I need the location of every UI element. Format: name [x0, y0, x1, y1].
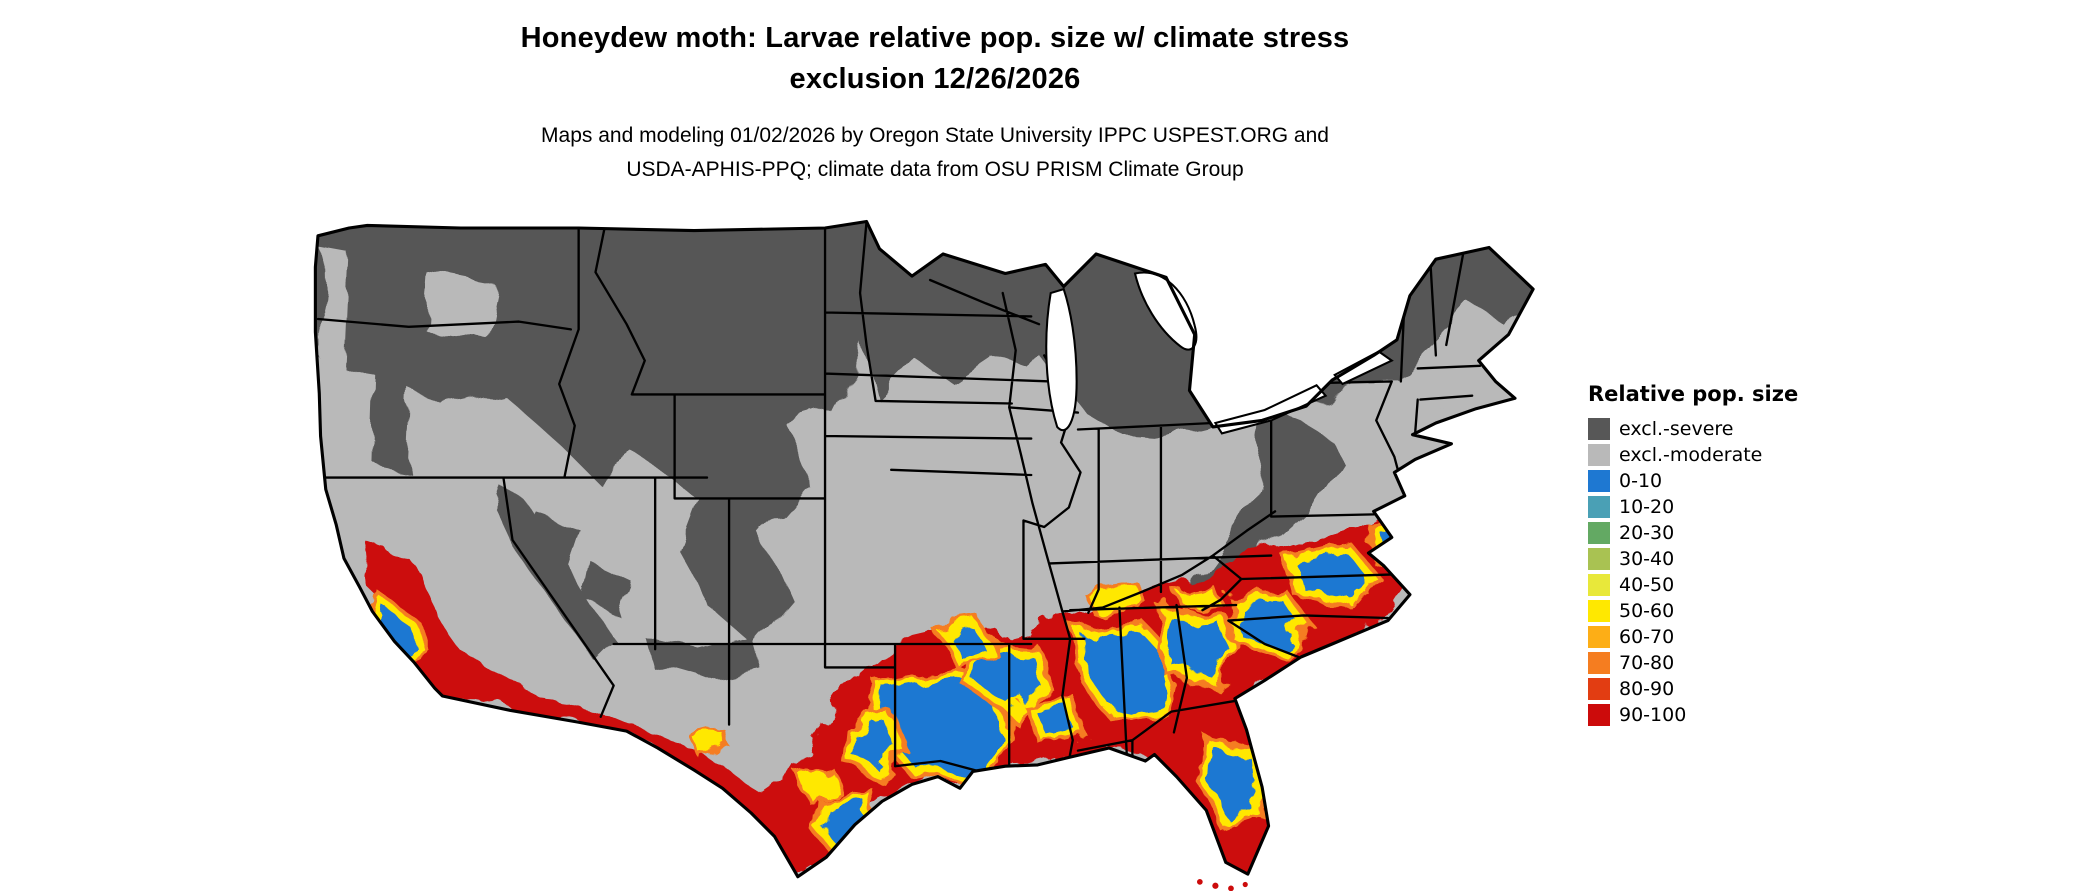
- legend-item: 30-40: [1588, 546, 1798, 572]
- legend-swatch: [1588, 600, 1610, 622]
- legend-item: 80-90: [1588, 676, 1798, 702]
- legend-item: excl.-severe: [1588, 416, 1798, 442]
- page-title-line1: Honeydew moth: Larvae relative pop. size…: [520, 22, 1350, 54]
- legend-title: Relative pop. size: [1588, 382, 1799, 406]
- legend-swatch: [1588, 678, 1610, 700]
- legend-item: 70-80: [1588, 650, 1798, 676]
- legend-label: 30-40: [1619, 548, 1675, 570]
- legend-label: excl.-moderate: [1619, 444, 1763, 466]
- legend-label: excl.-severe: [1619, 418, 1734, 440]
- legend-swatch: [1588, 652, 1610, 674]
- conus-map-svg: [313, 219, 1535, 891]
- legend-item: 60-70: [1588, 624, 1798, 650]
- legend-label: 10-20: [1619, 496, 1675, 518]
- legend-label: 60-70: [1619, 626, 1675, 648]
- legend-swatch: [1588, 522, 1610, 544]
- legend: Relative pop. size excl.-severe excl.-mod…: [1588, 382, 1798, 728]
- legend-item: 40-50: [1588, 572, 1798, 598]
- legend-swatch: [1588, 574, 1610, 596]
- mid-population-patches: [691, 582, 1224, 800]
- legend-label: 20-30: [1619, 522, 1675, 544]
- legend-item: 10-20: [1588, 494, 1798, 520]
- conus-population-map: [305, 215, 1550, 891]
- page-title-line2: exclusion 12/26/2026: [789, 63, 1081, 95]
- legend-label: 0-10: [1619, 470, 1663, 492]
- map-subtitle-line2: USDA-APHIS-PPQ; climate data from OSU PR…: [626, 158, 1244, 181]
- map-subtitle-line1: Maps and modeling 01/02/2026 by Oregon S…: [541, 124, 1329, 147]
- florida-keys: [1196, 879, 1248, 891]
- legend-items: excl.-severe excl.-moderate 0-10 10-20 20-30…: [1588, 416, 1798, 728]
- legend-swatch: [1588, 470, 1610, 492]
- region-population-mottle: [367, 503, 1423, 877]
- legend-item: excl.-moderate: [1588, 442, 1798, 468]
- legend-label: 70-80: [1619, 652, 1675, 674]
- lake-michigan: [1045, 287, 1078, 432]
- legend-label: 40-50: [1619, 574, 1675, 596]
- legend-swatch: [1588, 418, 1610, 440]
- legend-label: 80-90: [1619, 678, 1675, 700]
- legend-label: 50-60: [1619, 600, 1675, 622]
- legend-item: 20-30: [1588, 520, 1798, 546]
- legend-swatch: [1588, 548, 1610, 570]
- state-borders: [316, 221, 1482, 790]
- legend-item: 0-10: [1588, 468, 1798, 494]
- legend-item: 90-100: [1588, 702, 1798, 728]
- legend-label: 90-100: [1619, 704, 1687, 726]
- legend-item: 50-60: [1588, 598, 1798, 624]
- legend-swatch: [1588, 444, 1610, 466]
- legend-swatch: [1588, 496, 1610, 518]
- legend-swatch: [1588, 704, 1610, 726]
- legend-swatch: [1588, 626, 1610, 648]
